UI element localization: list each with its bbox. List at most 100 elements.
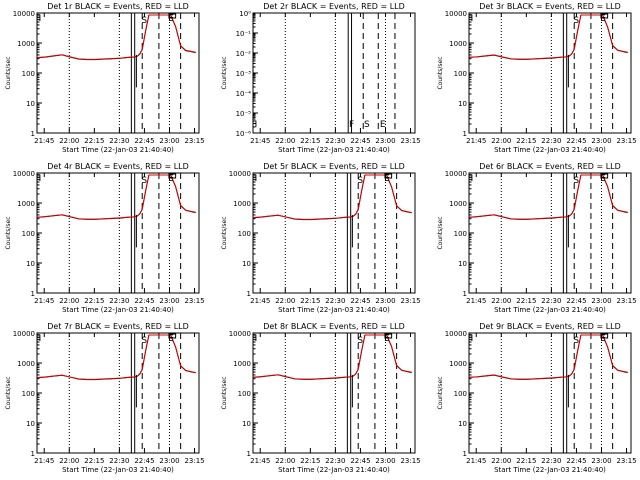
x-tick-label: 23:00 [159,457,179,465]
y-tick-label: 10000 [229,330,251,338]
x-tick-label: 23:15 [184,297,204,305]
y-tick-label: 10⁻⁵ [236,110,252,118]
chart-panel-3: Det 3r BLACK = Events, RED = LLD 1 10 100 10… [437,2,637,154]
y-axis-label: Counts/sec [5,376,12,409]
x-axis-label: Start Time (22-Jan-03 21:40:40) [62,146,174,154]
x-axis-label: Start Time (22-Jan-03 21:40:40) [278,146,390,154]
y-tick-label: 1 [463,290,467,298]
chart-panel-4: Det 4r BLACK = Events, RED = LLD 1 10 100 10… [5,162,205,314]
y-tick-label: 10000 [13,10,35,18]
x-tick-label: 22:00 [491,137,511,145]
x-axis-label: Start Time (22-Jan-03 21:40:40) [62,306,174,314]
y-tick-label: 10 [26,100,35,108]
x-tick-label: 22:15 [300,457,320,465]
event-marker-e: E [168,174,174,184]
chart-title: Det 6r BLACK = Events, RED = LLD [479,162,621,171]
x-tick-label: 23:00 [591,137,611,145]
x-tick-label: 22:15 [84,457,104,465]
plot-frame [468,172,632,294]
x-axis-label: Start Time (22-Jan-03 21:40:40) [278,466,390,474]
plot-frame [252,172,416,294]
event-marker-e: E [600,174,606,184]
event-marker-f: F [349,120,354,130]
event-marker-e: E [600,14,606,24]
y-tick-label: 100 [454,70,467,78]
event-marker-e: E [380,120,386,130]
x-tick-label: 23:15 [184,457,204,465]
x-tick-label: 21:45 [34,297,54,305]
saturation-box [384,173,393,179]
x-tick-label: 22:30 [325,457,345,465]
lld-series-line [36,174,196,220]
x-tick-label: 22:00 [275,297,295,305]
x-tick-label: 22:15 [516,137,536,145]
x-tick-label: 22:45 [134,137,154,145]
x-tick-label: 21:45 [34,457,54,465]
y-tick-label: 10 [26,420,35,428]
x-tick-label: 22:00 [491,297,511,305]
chart-panel-7: Det 7r BLACK = Events, RED = LLD 1 10 100 10… [5,322,205,474]
y-tick-label: 100 [454,390,467,398]
y-axis-label: Counts/sec [5,216,12,249]
saturation-box [168,333,177,339]
x-tick-label: 21:45 [466,137,486,145]
x-tick-label: 22:15 [300,297,320,305]
y-tick-label: 10 [458,260,467,268]
event-marker-i: I [471,334,474,344]
chart-title: Det 4r BLACK = Events, RED = LLD [47,162,189,171]
event-marker-e: E [600,334,606,344]
saturation-box [384,333,393,339]
x-axis-label: Start Time (22-Jan-03 21:40:40) [62,466,174,474]
event-marker-s: S [141,176,147,186]
y-tick-label: 10000 [229,170,251,178]
y-tick-label: 1000 [17,40,35,48]
y-tick-label: 100 [454,230,467,238]
y-tick-label: 10 [242,420,251,428]
y-axis-label: Counts/sec [437,216,444,249]
x-tick-label: 22:45 [566,457,586,465]
x-tick-label: 22:30 [109,457,129,465]
lld-series-line [252,174,412,220]
y-tick-label: 10⁰ [239,10,251,18]
event-marker-s: S [141,336,147,346]
chart-panel-2: Det 2r BLACK = Events, RED = LLD 10⁻⁶ 10⁻⁵… [221,2,421,154]
lld-series-line [468,14,628,60]
y-axis-label: Counts/sec [221,376,228,409]
x-tick-label: 23:15 [400,297,420,305]
x-tick-label: 22:15 [300,137,320,145]
event-marker-s: S [573,336,579,346]
x-tick-label: 22:30 [109,137,129,145]
x-tick-label: 22:00 [59,137,79,145]
plot-frame [468,332,632,454]
x-tick-label: 22:45 [134,297,154,305]
event-marker-e: E [168,14,174,24]
y-tick-label: 10000 [445,330,467,338]
lld-series-line [36,334,196,380]
y-tick-label: 10 [242,260,251,268]
chart-title: Det 2r BLACK = Events, RED = LLD [263,2,405,11]
chart-title: Det 3r BLACK = Events, RED = LLD [479,2,621,11]
y-tick-label: 100 [22,70,35,78]
event-marker-i: I [39,334,42,344]
y-tick-label: 10 [458,100,467,108]
x-tick-label: 23:00 [375,297,395,305]
event-marker-i: I [255,120,258,130]
x-tick-label: 23:00 [159,297,179,305]
x-tick-label: 21:45 [250,297,270,305]
chart-panel-6: Det 6r BLACK = Events, RED = LLD 1 10 100 10… [437,162,637,314]
chart-panel-8: Det 8r BLACK = Events, RED = LLD 1 10 100 10… [221,322,421,474]
x-axis-label: Start Time (22-Jan-03 21:40:40) [278,306,390,314]
y-tick-label: 100 [22,390,35,398]
x-tick-label: 22:45 [566,297,586,305]
chart-panel-1: Det 1r BLACK = Events, RED = LLD 1 10 100 10… [5,2,205,154]
x-tick-label: 21:45 [250,137,270,145]
y-tick-label: 1 [247,290,251,298]
y-tick-label: 10000 [13,170,35,178]
saturation-box [600,13,609,19]
event-marker-e: E [384,334,390,344]
chart-title: Det 7r BLACK = Events, RED = LLD [47,322,189,331]
x-tick-label: 21:45 [466,457,486,465]
x-tick-label: 22:00 [275,457,295,465]
x-tick-label: 22:45 [350,297,370,305]
lld-series-line [36,14,196,60]
